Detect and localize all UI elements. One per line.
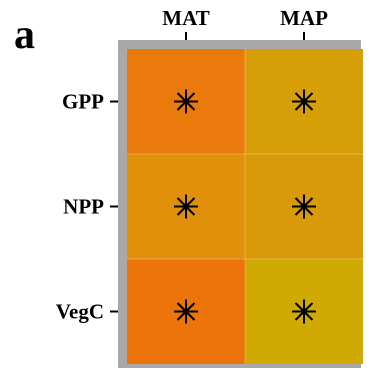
significance-marker [174, 194, 198, 219]
significance-marker [292, 194, 316, 219]
column-label-map: MAP [280, 6, 328, 30]
panel-label: a [14, 12, 35, 58]
column-label-mat: MAT [162, 6, 209, 30]
row-label-vegc: VegC [56, 300, 104, 324]
row-label-npp: NPP [63, 195, 104, 219]
cells-layer [127, 49, 363, 364]
significance-marker [174, 89, 198, 114]
row-label-gpp: GPP [62, 90, 104, 114]
significance-marker [292, 89, 316, 114]
cell-separators [127, 49, 363, 364]
markers-layer [174, 89, 316, 324]
significance-marker [292, 299, 316, 324]
significance-marker [174, 299, 198, 324]
row-ticks: GPP NPP VegC [56, 90, 118, 324]
column-ticks: MAT MAP [162, 6, 328, 40]
